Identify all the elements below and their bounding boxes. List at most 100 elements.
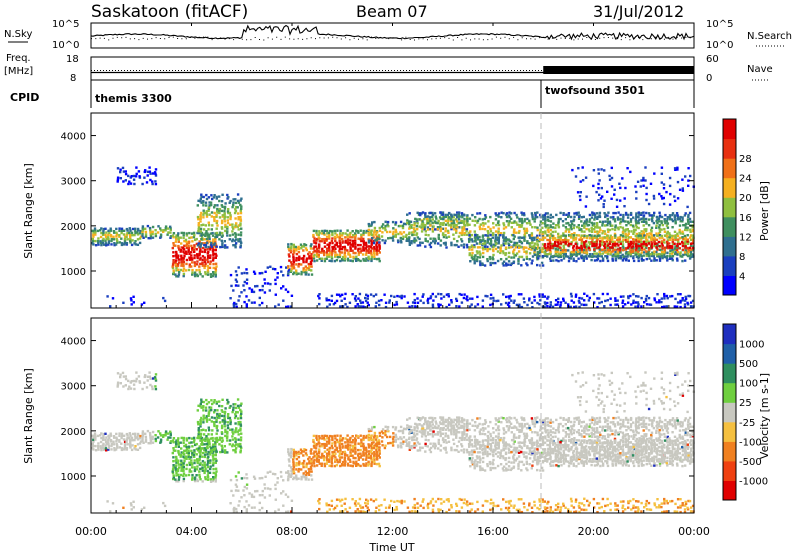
- power-cell: [411, 233, 414, 237]
- nsearch-label: N.Search: [747, 31, 792, 42]
- velocity-cell: [229, 428, 232, 431]
- power-cell: [309, 244, 312, 248]
- power-cell: [227, 211, 230, 215]
- power-cell: [476, 236, 480, 240]
- power-cell: [122, 233, 126, 236]
- power-cell: [349, 236, 352, 239]
- power-cell: [105, 238, 108, 241]
- power-cell: [344, 255, 347, 258]
- power-cell: [624, 186, 627, 190]
- power-cell: [522, 227, 526, 230]
- velocity-cell: [129, 381, 132, 384]
- power-cell: [642, 245, 645, 248]
- power-cell: [411, 301, 415, 304]
- velocity-cell: [349, 451, 352, 454]
- velocity-cell: [331, 452, 334, 456]
- power-cell: [479, 252, 482, 255]
- velocity-cell: [202, 438, 205, 441]
- velocity-cell: [234, 403, 237, 406]
- velocity-cell: [328, 456, 332, 459]
- velocity-cell: [148, 375, 152, 378]
- power-cell: [543, 254, 546, 257]
- power-cell: [169, 235, 173, 238]
- power-cell: [565, 222, 568, 225]
- velocity-cell: [258, 501, 261, 505]
- power-cell: [162, 296, 165, 300]
- power-cell: [661, 197, 664, 200]
- power-cell: [602, 205, 605, 209]
- power-cell: [199, 230, 202, 233]
- velocity-cell: [338, 441, 342, 444]
- power-cell: [621, 253, 624, 257]
- velocity-cell: [110, 442, 113, 446]
- velocity-cell: [185, 445, 188, 449]
- velocity-cell: [304, 448, 308, 452]
- velocity-cell: [221, 410, 224, 413]
- power-cell: [593, 213, 597, 217]
- velocity-cell: [198, 475, 201, 479]
- power-cell: [421, 295, 424, 298]
- power-cell: [650, 230, 653, 233]
- power-cell: [538, 240, 541, 243]
- cpid-segment-themis: themis 3300: [95, 92, 172, 105]
- power-cell: [692, 238, 695, 241]
- velocity-cell: [190, 437, 194, 440]
- power-cell: [652, 194, 656, 198]
- power-cell: [520, 225, 523, 228]
- power-cell: [588, 218, 592, 221]
- power-cell: [648, 248, 651, 252]
- power-cell: [531, 255, 535, 258]
- velocity-cell: [199, 435, 202, 438]
- power-cell: [500, 216, 503, 219]
- power-cell: [362, 241, 366, 245]
- power-cell: [124, 172, 128, 176]
- velocity-cell: [327, 460, 331, 463]
- velocity-cell: [367, 427, 370, 431]
- velocity-cell: [253, 506, 256, 509]
- colorbar-tick: 28: [739, 154, 752, 165]
- velocity-cell: [352, 456, 355, 460]
- velocity-cell: [215, 402, 218, 405]
- power-cell: [553, 242, 557, 246]
- power-cell: [220, 200, 224, 203]
- velocity-cell: [326, 454, 329, 458]
- velocity-cell: [209, 478, 212, 481]
- power-cell: [226, 225, 229, 229]
- power-cell: [237, 218, 240, 221]
- power-cell: [349, 249, 352, 252]
- power-cell: [292, 249, 296, 253]
- power-cell: [534, 211, 537, 215]
- power-cell: [354, 299, 358, 302]
- power-cell: [496, 250, 500, 253]
- power-cell: [305, 268, 308, 272]
- power-cell: [359, 229, 362, 232]
- velocity-cell: [202, 418, 205, 421]
- power-cell: [243, 300, 246, 304]
- power-cell: [146, 170, 149, 173]
- power-cell: [214, 256, 217, 259]
- power-cell: [632, 238, 635, 241]
- power-cell: [154, 229, 157, 232]
- power-cell: [476, 234, 479, 237]
- velocity-cell: [203, 464, 207, 467]
- power-cell: [290, 242, 293, 246]
- velocity-cell: [214, 457, 217, 461]
- velocity-cell: [234, 414, 238, 418]
- power-cell: [508, 297, 511, 300]
- power-cell: [323, 239, 326, 242]
- power-cell: [586, 234, 589, 238]
- power-cell: [213, 194, 216, 197]
- colorbar-frame: [722, 118, 737, 296]
- velocity-cell: [182, 479, 185, 483]
- velocity-cell: [245, 500, 248, 503]
- power-cell: [211, 274, 214, 278]
- power-cell: [483, 245, 486, 249]
- velocity-cell: [215, 450, 218, 453]
- power-cell: [359, 238, 362, 241]
- power-cell: [627, 213, 630, 217]
- power-cell: [616, 248, 619, 251]
- power-cell: [240, 272, 244, 275]
- power-cell: [239, 237, 242, 241]
- velocity-cell: [370, 462, 373, 466]
- power-cell: [457, 245, 460, 248]
